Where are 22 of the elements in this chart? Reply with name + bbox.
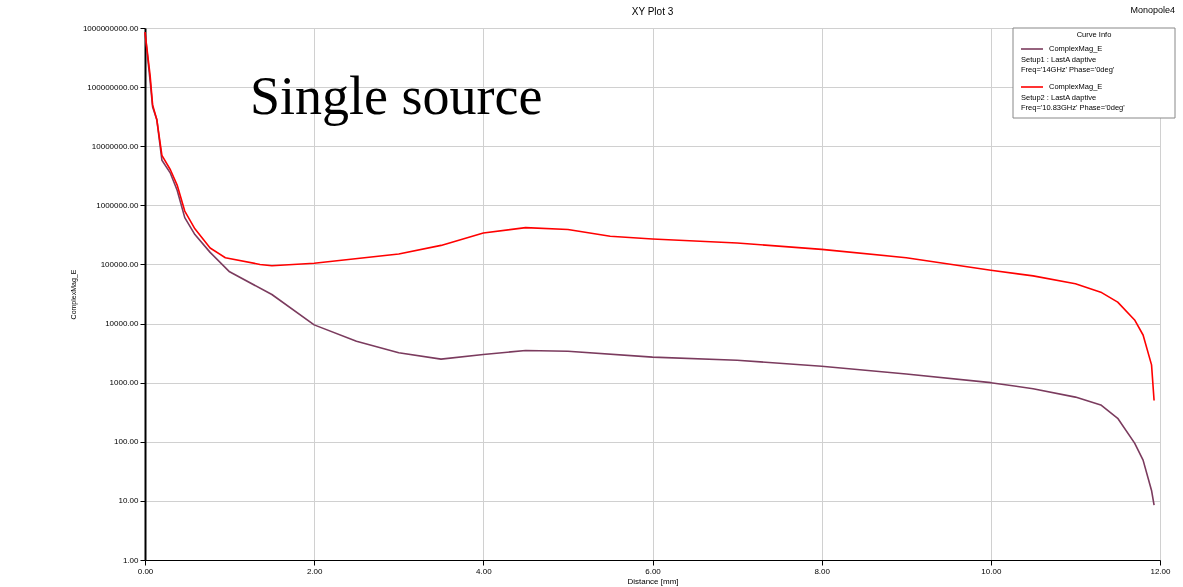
x-tick-label: 0.00 (137, 566, 154, 576)
x-tick-label: 6.00 (645, 566, 662, 576)
y-tick-label: 1000000000.00 (82, 23, 140, 33)
y-tick-label: 1.00 (122, 555, 140, 565)
x-axis-title: Distance [mm] (627, 576, 679, 586)
y-tick-label: 10000.00 (105, 319, 140, 329)
text: Monopole4 (1130, 5, 1175, 15)
annotation: Single source (250, 66, 543, 126)
y-tick-label: 1000000.00 (96, 200, 140, 210)
x-tick-label: 2.00 (306, 566, 323, 576)
y-tick-label: 10.00 (118, 496, 140, 506)
x-tick-label: 12.00 (1150, 566, 1172, 576)
x-tick-label: 4.00 (476, 566, 493, 576)
y-tick-label: 100000.00 (100, 259, 140, 269)
y-tick-label: 1000.00 (109, 378, 140, 388)
x-tick-label: 10.00 (981, 566, 1002, 576)
x-tick-label: 8.00 (814, 566, 831, 576)
y-tick-label: 100000000.00 (87, 82, 140, 92)
y-tick-label: 100.00 (114, 437, 140, 447)
line-series (144, 31, 1155, 402)
y-tick-label: 10000000.00 (91, 141, 140, 151)
chart-title: XY Plot 3 (631, 6, 674, 17)
